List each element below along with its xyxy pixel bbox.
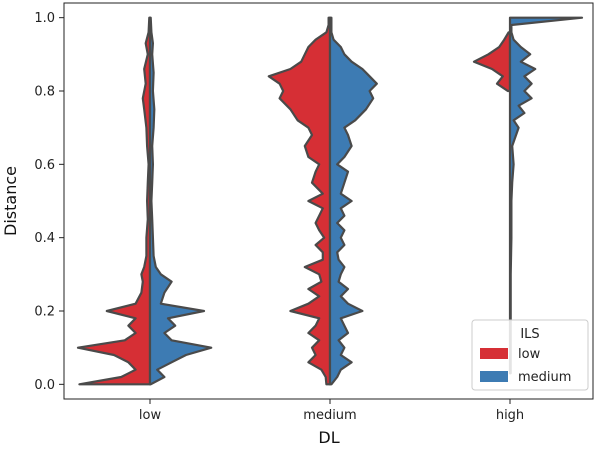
y-tick-label: 0.2	[34, 305, 55, 320]
x-axis: low medium high	[139, 399, 524, 423]
violin-half-high-low	[472, 31, 512, 93]
legend-swatch-low	[480, 348, 508, 359]
x-tick-label-low: low	[139, 408, 162, 423]
y-tick-label: 0.6	[34, 158, 55, 173]
violin-half-high-medium	[508, 16, 584, 375]
violin-half-low-low	[76, 16, 152, 386]
legend-swatch-medium	[480, 371, 508, 382]
x-tick-label-medium: medium	[303, 408, 356, 423]
legend: ILS low medium	[471, 319, 589, 391]
violin-half-medium-low	[267, 16, 332, 386]
y-tick-label: 0.0	[34, 378, 55, 393]
legend-label-low: low	[518, 347, 541, 362]
y-axis-title: Distance	[1, 166, 20, 236]
y-tick-label: 1.0	[34, 11, 55, 26]
legend-title: ILS	[520, 327, 539, 342]
legend-label-medium: medium	[518, 370, 571, 385]
violin-half-low-medium	[148, 16, 213, 386]
plot-area-frame	[63, 2, 594, 400]
y-tick-label: 0.4	[34, 231, 55, 246]
y-axis: 0.0 0.2 0.4 0.6 0.8 1.0	[34, 11, 64, 393]
x-axis-title: DL	[318, 428, 339, 447]
violin-group	[76, 16, 584, 386]
violin-half-medium-medium	[328, 16, 378, 386]
y-tick-label: 0.8	[34, 85, 55, 100]
x-tick-label-high: high	[496, 408, 524, 423]
